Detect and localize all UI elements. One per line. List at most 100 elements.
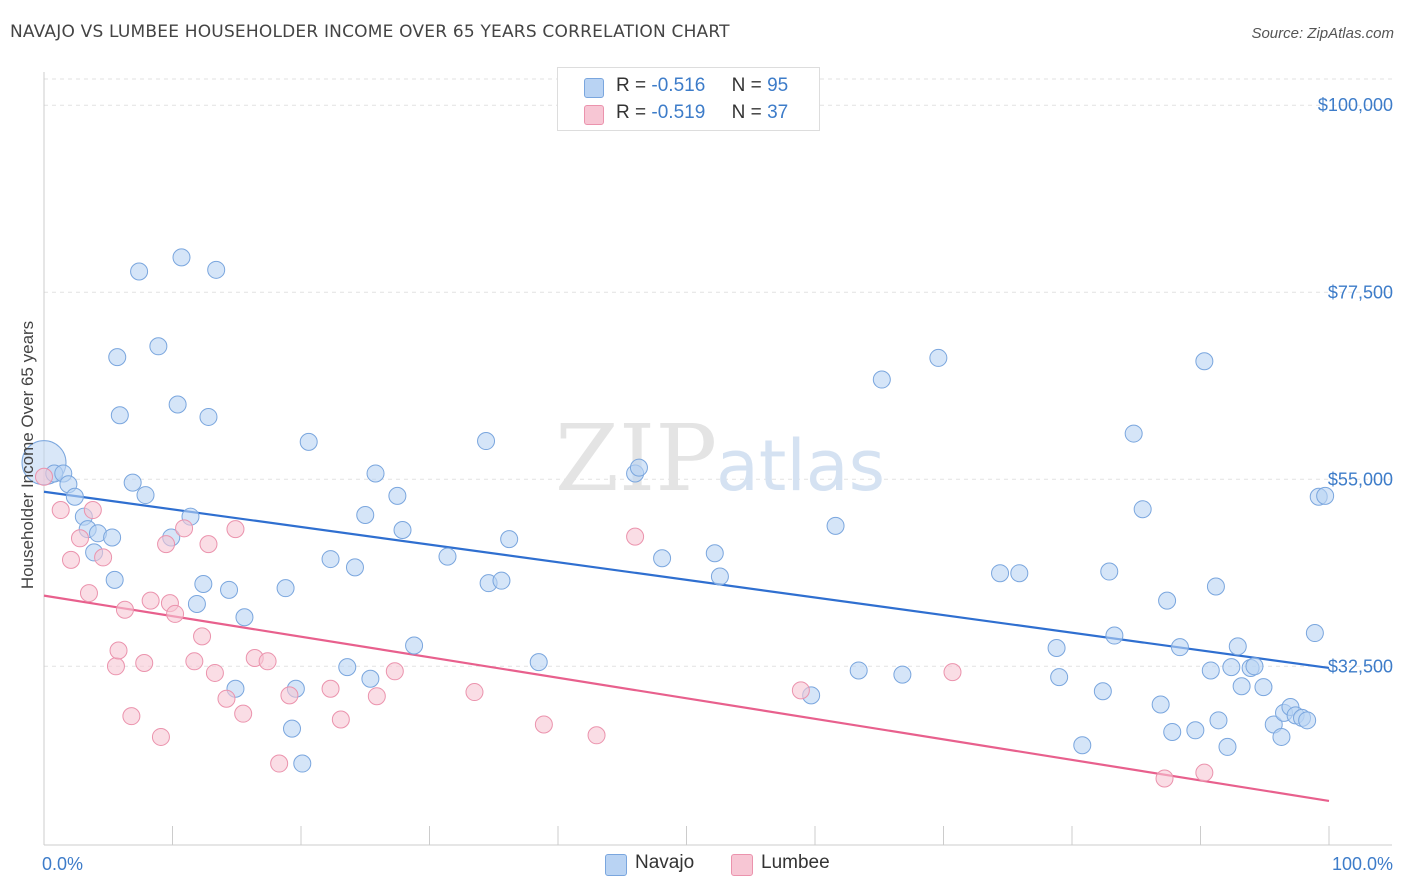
lumbee-point-16 [166, 604, 185, 623]
lumbee-point-31 [367, 687, 386, 706]
navajo-point-75 [1201, 661, 1220, 680]
navajo-point-81 [1232, 677, 1251, 696]
navajo-point-13 [123, 473, 142, 492]
navajo-point-15 [136, 486, 155, 505]
navajo-point-76 [1206, 577, 1225, 596]
watermark-zip: ZIP [555, 405, 717, 512]
r-value: -0.516 [651, 75, 706, 96]
x-tick-marks [172, 826, 1330, 845]
navajo-point-42 [438, 547, 457, 566]
lumbee-point-7 [106, 657, 125, 676]
lumbee-point-1 [51, 501, 70, 520]
r-label: R = [616, 75, 647, 96]
navajo-point-52 [710, 567, 729, 586]
navajo-point-69 [1151, 695, 1170, 714]
navajo-point-38 [366, 464, 385, 483]
navajo-point-23 [199, 407, 218, 426]
navajo-point-39 [388, 486, 407, 505]
n-label: N = [731, 75, 762, 96]
navajo-point-32 [299, 432, 318, 451]
y-tick-label-0: $32,500 [1328, 656, 1393, 676]
lumbee-swatch [584, 105, 604, 125]
navajo-point-9 [103, 528, 122, 547]
lumbee-point-14 [157, 535, 176, 554]
lumbee-point-28 [280, 686, 299, 705]
watermark-atlas: atlas [716, 425, 885, 507]
lumbee-point-6 [94, 548, 113, 567]
navajo-point-34 [338, 658, 357, 677]
x-tick-label-max: 100.0% [1332, 854, 1393, 874]
watermark: ZIP atlas [555, 405, 885, 512]
navajo-point-10 [105, 570, 124, 589]
lumbee-point-34 [534, 715, 553, 734]
lumbee-trend-line [43, 594, 1330, 803]
lumbee-point-33 [465, 683, 484, 702]
lumbee-point-29 [321, 679, 340, 698]
chart-title: NAVAJO VS LUMBEE HOUSEHOLDER INCOME OVER… [10, 22, 730, 42]
r-label: R = [616, 102, 647, 123]
navajo-point-91 [1298, 711, 1317, 730]
lumbee-point-18 [185, 652, 204, 671]
navajo-point-46 [500, 530, 519, 549]
navajo-point-59 [991, 564, 1010, 583]
lumbee-point-13 [151, 727, 170, 746]
stats-legend: R = -0.516 N = 95 R = -0.519 N = 37 [557, 67, 820, 131]
navajo-point-62 [1050, 668, 1069, 687]
trend-lines [43, 490, 1330, 803]
navajo-legend-label: Navajo [635, 852, 695, 873]
navajo-point-49 [629, 458, 648, 477]
navajo-point-72 [1170, 638, 1189, 657]
y-tick-label-3: $100,000 [1318, 95, 1393, 115]
lumbee-point-8 [109, 641, 128, 660]
n-value: 37 [767, 102, 789, 123]
lumbee-point-5 [83, 501, 102, 520]
navajo-point-25 [220, 580, 239, 599]
navajo-point-70 [1158, 591, 1177, 610]
navajo-point-66 [1105, 626, 1124, 645]
navajo-point-12 [110, 406, 129, 425]
navajo-point-64 [1093, 682, 1112, 701]
lumbee-point-30 [331, 710, 350, 729]
lumbee-point-3 [70, 529, 89, 548]
navajo-point-94 [1316, 486, 1335, 505]
y-tick-labels: $32,500 $55,000 $77,500 $100,000 [1318, 95, 1393, 676]
data-points [21, 248, 1335, 788]
navajo-point-35 [345, 558, 364, 577]
navajo-swatch [584, 78, 604, 98]
navajo-point-50 [653, 549, 672, 568]
navajo-point-16 [149, 337, 168, 356]
lumbee-point-17 [175, 519, 194, 538]
navajo-point-19 [172, 248, 191, 267]
navajo-point-36 [356, 506, 375, 525]
x-tick-label-min: 0.0% [42, 854, 83, 874]
navajo-point-28 [276, 579, 295, 598]
navajo-point-55 [849, 661, 868, 680]
navajo-point-18 [168, 395, 187, 414]
lumbee-point-0 [35, 467, 53, 486]
lumbee-point-2 [61, 550, 80, 569]
navajo-point-37 [361, 669, 380, 688]
n-value: 95 [767, 75, 789, 96]
navajo-point-47 [529, 653, 548, 672]
navajo-trend-line [43, 490, 1330, 670]
navajo-point-86 [1272, 727, 1291, 746]
r-value: -0.519 [651, 102, 706, 123]
lumbee-point-22 [217, 689, 236, 708]
navajo-point-24 [207, 260, 226, 279]
lumbee-point-26 [258, 652, 277, 671]
lumbee-point-36 [626, 527, 645, 546]
navajo-point-68 [1133, 500, 1152, 519]
navajo-point-58 [929, 348, 948, 367]
lumbee-point-27 [270, 754, 289, 773]
navajo-point-31 [293, 754, 312, 773]
navajo-point-11 [108, 348, 127, 367]
lumbee-point-9 [115, 600, 134, 619]
navajo-point-63 [1073, 736, 1092, 755]
source-label: Source: ZipAtlas.com [1251, 25, 1394, 42]
navajo-point-71 [1163, 722, 1182, 741]
lumbee-legend-label: Lumbee [761, 852, 830, 873]
navajo-point-61 [1047, 639, 1066, 658]
navajo-point-65 [1100, 562, 1119, 581]
navajo-point-56 [872, 370, 891, 389]
lumbee-legend-swatch [731, 854, 753, 876]
